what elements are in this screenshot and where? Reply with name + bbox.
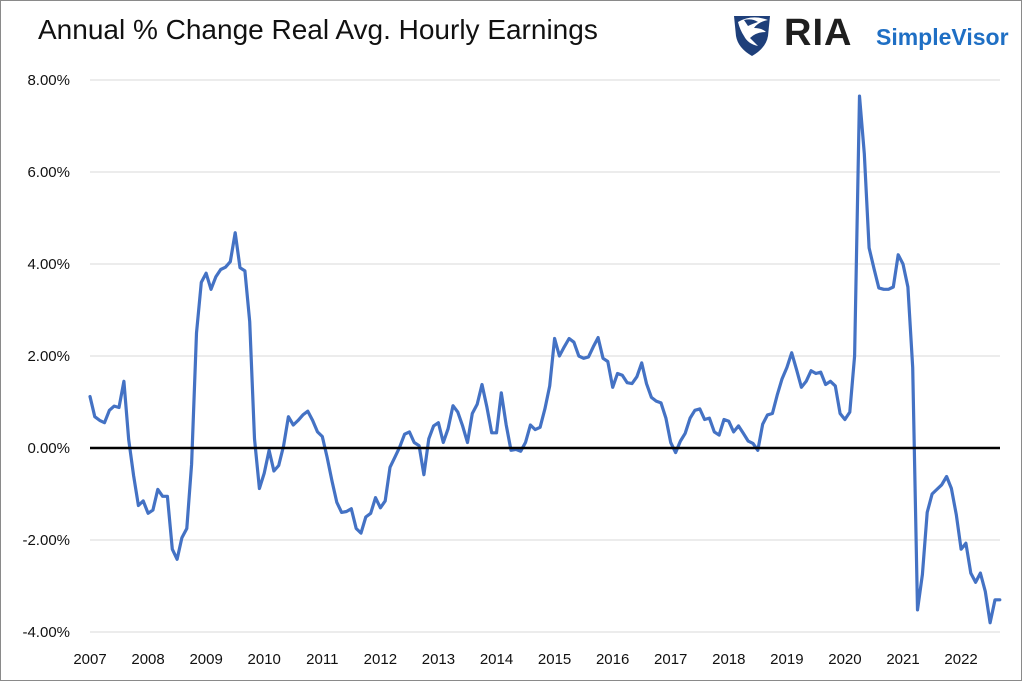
y-tick-label-1: 6.00% — [27, 164, 70, 181]
x-tick-label-6: 2013 — [422, 651, 455, 668]
x-tick-label-1: 2008 — [131, 651, 164, 668]
series-line-0 — [88, 94, 1002, 625]
x-tick-label-0: 2007 — [73, 651, 106, 668]
y-tick-label-6: -4.00% — [22, 624, 70, 641]
x-tick-label-2: 2009 — [189, 651, 222, 668]
x-tick-label-4: 2011 — [306, 651, 338, 668]
x-tick-label-3: 2010 — [248, 651, 281, 668]
x-tick-label-13: 2020 — [828, 651, 861, 668]
y-tick-label-0: 8.00% — [27, 72, 70, 89]
x-tick-label-11: 2018 — [712, 651, 745, 668]
x-tick-label-10: 2017 — [654, 651, 687, 668]
product-name: SimpleVisor — [876, 24, 1009, 50]
y-tick-label-3: 2.00% — [27, 348, 70, 365]
y-tick-label-4: 0.00% — [27, 440, 70, 457]
x-tick-label-15: 2022 — [944, 651, 977, 668]
chart-title: Annual % Change Real Avg. Hourly Earning… — [38, 14, 598, 45]
x-tick-label-9: 2016 — [596, 651, 629, 668]
x-tick-label-12: 2019 — [770, 651, 803, 668]
x-tick-label-7: 2014 — [480, 651, 513, 668]
y-tick-label-2: 4.00% — [27, 256, 70, 273]
y-tick-label-5: -2.00% — [22, 532, 70, 549]
x-tick-label-5: 2012 — [364, 651, 397, 668]
brand-logo: RIA SimpleVisor — [728, 10, 1018, 58]
x-tick-label-8: 2015 — [538, 651, 571, 668]
eagle-shield-icon — [734, 16, 770, 56]
brand-name: RIA — [784, 12, 853, 54]
x-tick-label-14: 2021 — [886, 651, 919, 668]
